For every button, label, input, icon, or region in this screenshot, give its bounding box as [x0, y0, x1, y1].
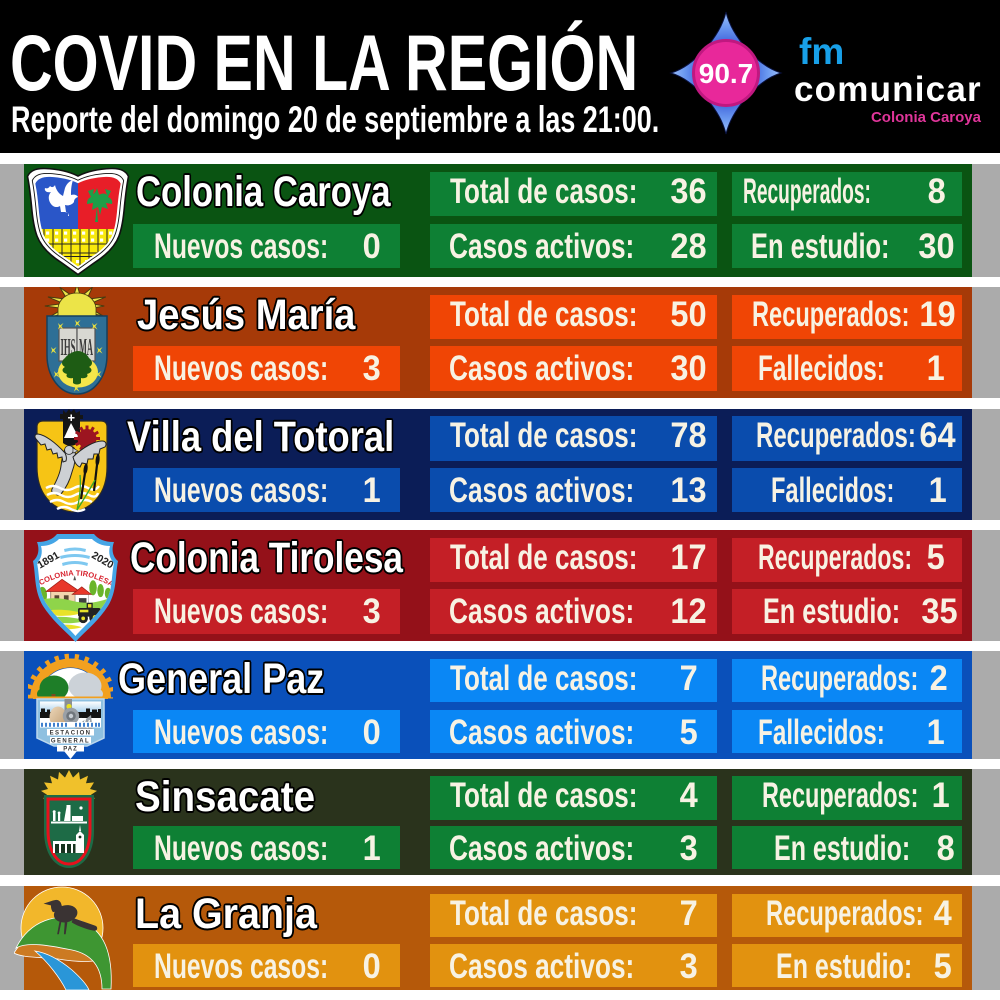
svg-text:PAZ: PAZ	[63, 747, 78, 753]
svg-text:comunicar: comunicar	[794, 70, 982, 109]
svg-text:GENERAL: GENERAL	[51, 739, 90, 745]
svg-text:Colonia Caroya: Colonia Caroya	[871, 109, 982, 126]
svg-text:90.7: 90.7	[699, 58, 754, 89]
svg-text:ESTACION: ESTACION	[50, 731, 92, 737]
svg-text:fm: fm	[799, 31, 844, 72]
